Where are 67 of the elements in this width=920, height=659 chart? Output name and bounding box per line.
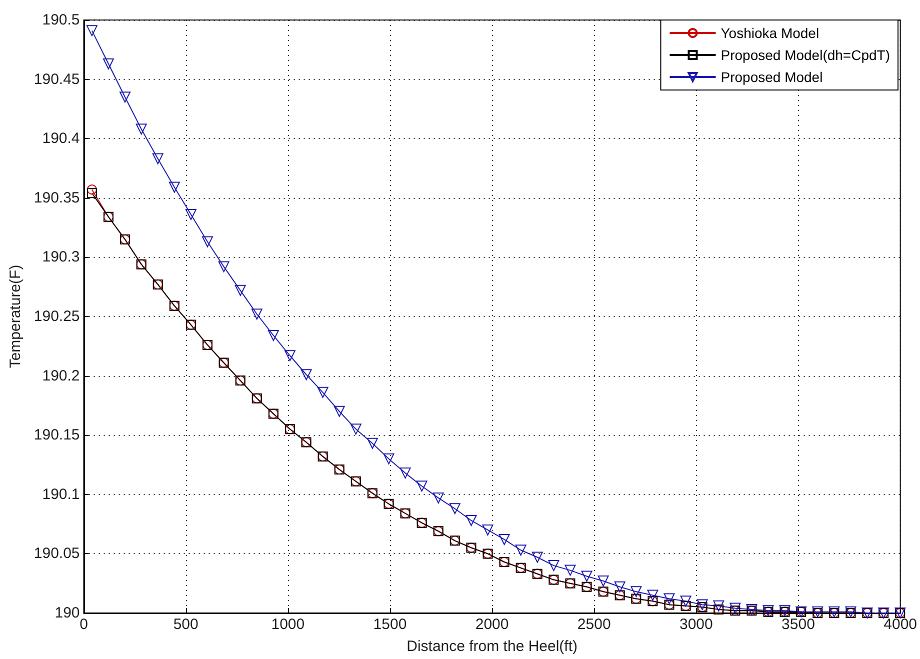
point (647, 590, 658, 601)
point (581, 570, 592, 582)
y-tick-label: 190.45 (34, 70, 80, 88)
point (432, 492, 444, 504)
legend-label: Proposed Model (720, 69, 823, 85)
point (548, 560, 560, 572)
point (300, 369, 312, 380)
point (334, 406, 345, 417)
x-tick-label: 2500 (577, 616, 611, 633)
y-tick-label: 190.35 (34, 189, 80, 206)
point (664, 593, 675, 604)
x-tick-label: 500 (173, 616, 198, 633)
point (515, 544, 526, 556)
point (713, 600, 724, 612)
point (366, 438, 378, 449)
point (284, 350, 296, 362)
point (136, 124, 147, 135)
point (532, 552, 543, 563)
y-tick-label: 190.15 (34, 426, 80, 444)
point (268, 330, 279, 341)
y-tick-label: 190.3 (42, 248, 80, 266)
x-axis-title: Distance from the Heel(ft) (406, 638, 578, 655)
point (168, 182, 180, 193)
y-tick-label: 190.5 (42, 12, 80, 28)
y-tick-label: 190.1 (42, 486, 80, 503)
point (730, 602, 741, 614)
x-tick-label: 3500 (782, 616, 815, 633)
point (86, 184, 97, 195)
point (202, 236, 213, 248)
y-tick-label: 190.2 (42, 367, 80, 384)
x-tick-label: 1000 (271, 616, 305, 633)
point (86, 25, 98, 36)
point (696, 599, 708, 610)
point (400, 468, 411, 479)
x-tick-label: 0 (80, 616, 88, 633)
point (86, 188, 97, 198)
y-tick-label: 190.05 (34, 545, 80, 562)
point (416, 480, 428, 492)
point (564, 564, 576, 576)
point (466, 514, 477, 526)
x-tick-label: 3000 (679, 616, 713, 633)
point (350, 424, 362, 435)
point (630, 586, 642, 598)
point (120, 92, 131, 103)
point (317, 386, 328, 398)
point (498, 534, 510, 545)
x-tick-label: 4000 (884, 616, 918, 633)
point (598, 575, 609, 586)
point (102, 58, 114, 70)
point (185, 209, 196, 220)
legend-label: Proposed Model(dh=CpdT) (720, 47, 890, 63)
point (614, 581, 626, 592)
point (152, 153, 164, 164)
point (680, 596, 692, 607)
x-tick-label: 1500 (373, 616, 407, 633)
y-tick-label: 190 (54, 604, 80, 622)
y-tick-label: 190.25 (34, 308, 80, 325)
y-tick-label: 190.4 (42, 130, 80, 148)
y-axis-title: Temperature(F) (7, 264, 24, 368)
point (234, 284, 246, 296)
point (482, 524, 494, 536)
point (218, 261, 230, 272)
point (449, 503, 460, 514)
x-tick-label: 2000 (475, 616, 509, 633)
point (383, 453, 394, 464)
point (251, 308, 262, 320)
legend-label: Yoshioka Model (720, 25, 820, 41)
